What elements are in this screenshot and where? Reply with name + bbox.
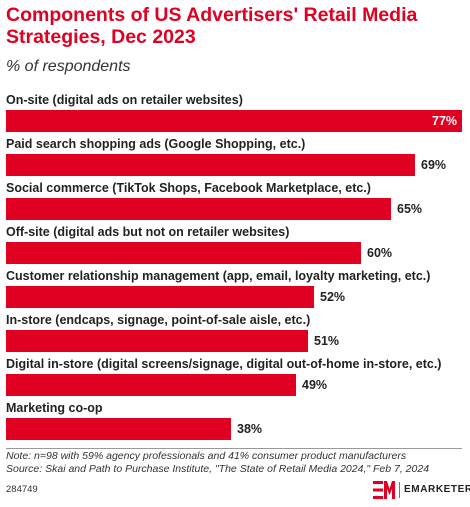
category-label: Social commerce (TikTok Shops, Facebook … [6,181,371,195]
brand-separator [399,482,400,498]
bar-row: Customer relationship management (app, e… [0,260,470,308]
bar-row: Digital in-store (digital screens/signag… [0,348,470,396]
value-label: 52% [320,290,346,304]
brand-name: EMARKETER [404,484,470,495]
chart-id: 284749 [6,484,38,495]
source-note: Source: Skai and Path to Purchase Instit… [6,463,430,475]
chart-title: Components of US Advertisers' Retail Med… [6,4,418,48]
bar-chart: On-site (digital ads on retailer website… [0,84,470,440]
footnote: Note: n=98 with 59% agency professionals… [6,450,407,462]
category-label: On-site (digital ads on retailer website… [6,93,243,107]
category-label: Off-site (digital ads but not on retaile… [6,225,290,239]
chart-subtitle: % of respondents [6,58,131,75]
bar-row: Marketing co-op 38% [0,392,470,440]
value-label: 51% [314,334,340,348]
bar [6,154,415,176]
value-label: 60% [367,246,393,260]
bar-row: In-store (endcaps, signage, point-of-sal… [0,304,470,352]
value-label: 49% [302,378,328,392]
bar-row: On-site (digital ads on retailer website… [0,84,470,132]
category-label: Paid search shopping ads (Google Shoppin… [6,137,306,151]
brand-mark: EMARKETER [373,480,470,500]
value-label: 69% [421,158,447,172]
category-label: Customer relationship management (app, e… [6,269,431,283]
bar [6,242,361,264]
value-label: 38% [237,422,263,436]
bar [6,110,462,132]
bar-row: Off-site (digital ads but not on retaile… [0,216,470,264]
value-label: 65% [397,202,423,216]
bar [6,198,391,220]
footer-divider [6,448,462,449]
bar-row: Social commerce (TikTok Shops, Facebook … [0,172,470,220]
emarketer-logo-icon [373,481,395,499]
bar [6,418,231,440]
bar [6,286,314,308]
category-label: Digital in-store (digital screens/signag… [6,357,442,371]
value-label: 77% [432,114,458,128]
category-label: In-store (endcaps, signage, point-of-sal… [6,313,311,327]
category-label: Marketing co-op [6,401,103,415]
bar [6,330,308,352]
bar-row: Paid search shopping ads (Google Shoppin… [0,128,470,176]
bar [6,374,296,396]
